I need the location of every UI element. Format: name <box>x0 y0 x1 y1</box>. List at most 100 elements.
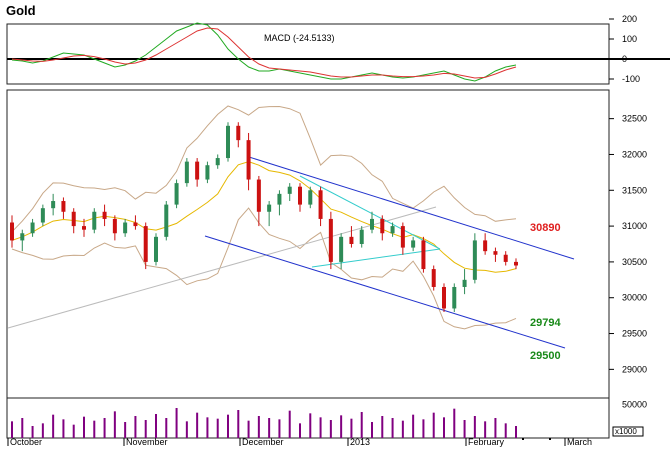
chart-title: Gold <box>6 3 36 18</box>
candle-body <box>164 204 169 237</box>
candle-body <box>195 161 200 180</box>
candle-body <box>112 218 117 234</box>
volume-bar <box>216 418 219 438</box>
macd-tick-label: 200 <box>622 14 637 24</box>
volume-bar <box>21 418 24 438</box>
volume-bar <box>484 421 487 438</box>
candle-body <box>184 161 189 184</box>
support-level-label-1: 29794 <box>530 317 561 329</box>
volume-tick-label: 50000 <box>622 400 647 410</box>
time-label: 2013 <box>350 437 370 447</box>
candle-body <box>483 240 488 252</box>
volume-bar <box>371 422 373 438</box>
candle-body <box>328 218 333 262</box>
volume-bar <box>72 424 75 438</box>
candle-body <box>442 286 446 309</box>
volume-bar <box>381 416 384 438</box>
candle-body <box>370 218 374 230</box>
candle-body <box>390 226 395 234</box>
candle-body <box>71 211 76 227</box>
volume-bar <box>93 420 96 438</box>
candle-body <box>503 254 508 262</box>
volume-bar <box>360 412 363 438</box>
volume-bar <box>227 414 229 438</box>
time-label: November <box>126 437 168 447</box>
candle-body <box>40 208 45 223</box>
volume-bar <box>144 420 147 438</box>
macd-series <box>11 22 517 82</box>
candle-body <box>380 218 385 234</box>
candle-body <box>226 125 230 159</box>
macd-tick-label: 100 <box>622 34 637 44</box>
macd-line <box>11 22 517 82</box>
candle-body <box>421 240 426 270</box>
volume-bar <box>113 411 116 438</box>
price-candles <box>10 122 518 313</box>
candle-body <box>174 183 179 205</box>
volume-bar <box>329 420 332 438</box>
macd-tick-label: -100 <box>622 74 640 84</box>
volume-unit-label: x1000 <box>615 427 637 436</box>
volume-bar <box>309 413 312 438</box>
candle-body <box>51 201 56 209</box>
volume-bar <box>52 414 55 438</box>
volume-bar <box>175 408 178 438</box>
volume-bar <box>422 419 425 438</box>
volume-bar <box>319 417 322 438</box>
candle-body <box>298 186 302 205</box>
time-label: October <box>10 437 42 447</box>
support-level-label-2: 29500 <box>530 350 561 362</box>
price-tick-label: 29500 <box>622 329 647 339</box>
candle-body <box>349 236 354 244</box>
candle-body <box>359 229 364 244</box>
macd-label: MACD (-24.5133) <box>264 33 335 43</box>
volume-bar <box>247 420 250 438</box>
triangle-lower-line <box>311 248 441 268</box>
time-label: December <box>242 437 284 447</box>
candle-body <box>102 211 107 219</box>
volume-bar <box>515 426 517 438</box>
volume-bar <box>350 418 353 438</box>
volume-bar <box>412 414 415 438</box>
volume-bar <box>401 420 404 438</box>
macd-axis: 200 100 0 -100 <box>609 14 640 84</box>
channel-lower-line <box>204 235 566 349</box>
volume-bar <box>62 419 65 438</box>
volume-axis: 50000 x1000 <box>612 400 647 437</box>
price-tick-label: 29000 <box>622 364 647 374</box>
price-tick-label: 31500 <box>622 185 647 195</box>
volume-bar <box>124 422 127 438</box>
time-minor-tick <box>522 438 524 440</box>
candle-body <box>462 279 467 287</box>
candle-body <box>514 261 518 266</box>
candle-body <box>256 179 261 212</box>
candle-body <box>133 222 138 227</box>
volume-bar <box>340 415 343 438</box>
time-label: February <box>468 437 505 447</box>
candle-body <box>215 158 220 166</box>
volume-bar <box>196 412 199 438</box>
candle-body <box>246 140 251 180</box>
volume-bar <box>473 416 476 438</box>
bollinger-upper <box>11 105 517 233</box>
candle-body <box>493 251 498 255</box>
candle-body <box>61 201 66 212</box>
candle-body <box>10 222 14 241</box>
bollinger-lower <box>11 207 517 330</box>
candle-body <box>123 222 128 234</box>
candle-body <box>339 236 344 262</box>
volume-bar <box>299 423 301 438</box>
candle-body <box>236 125 241 141</box>
resistance-level-label: 30890 <box>530 222 561 234</box>
volume-bar <box>83 416 85 438</box>
price-panel-frame <box>6 89 610 399</box>
volume-bar <box>278 419 281 438</box>
volume-bar <box>11 421 13 438</box>
candle-body <box>267 204 272 212</box>
volume-bar <box>463 420 466 438</box>
signal-line <box>11 27 517 79</box>
price-tick-label: 32000 <box>622 149 647 159</box>
volume-bar <box>237 410 240 438</box>
time-axis: October November December 2013 February March <box>7 437 592 447</box>
volume-bar <box>41 423 44 438</box>
